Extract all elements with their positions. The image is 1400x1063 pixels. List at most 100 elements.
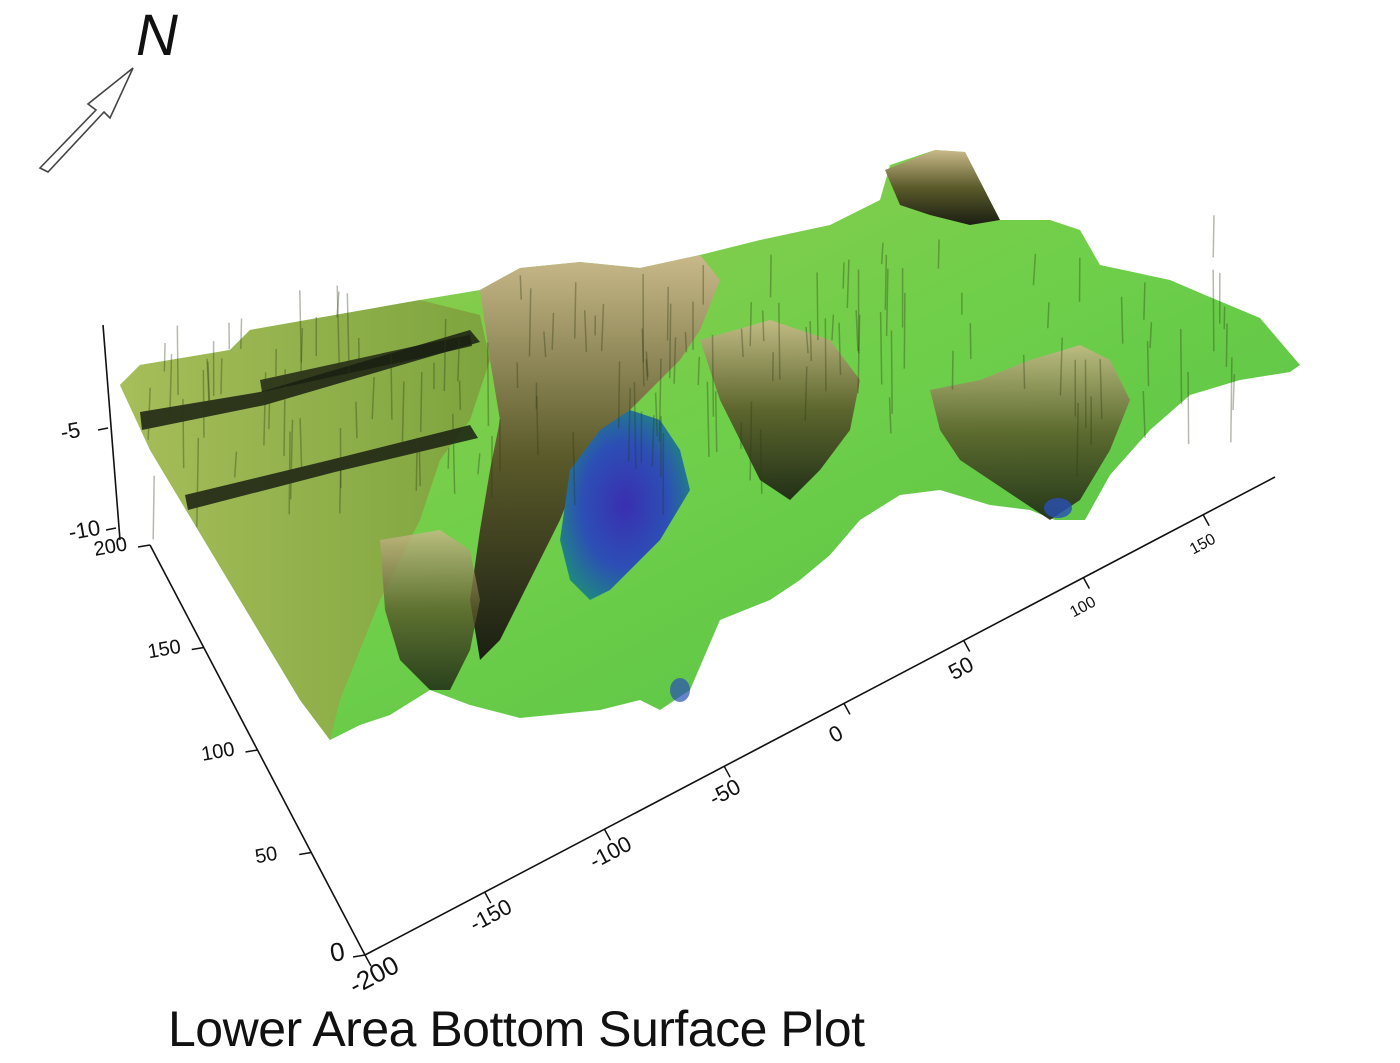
streak — [857, 314, 861, 394]
streak — [617, 361, 621, 429]
streak — [233, 451, 238, 478]
streak — [697, 356, 701, 386]
streak — [633, 381, 637, 470]
axis-ticks — [97, 427, 1210, 967]
streak — [519, 275, 522, 300]
streak — [1143, 282, 1146, 320]
streak — [1099, 359, 1103, 420]
streak — [846, 259, 850, 308]
x-tick — [364, 954, 372, 967]
streak — [651, 415, 655, 467]
streak — [641, 328, 645, 387]
streak — [583, 310, 588, 353]
streak — [778, 302, 781, 380]
streak — [740, 328, 744, 358]
streak — [885, 268, 889, 337]
streak — [1146, 341, 1150, 387]
x-tick — [843, 703, 851, 715]
x-tick-label: 0 — [825, 720, 848, 748]
x-tick — [484, 891, 492, 904]
north-label: N — [136, 3, 178, 68]
streak — [339, 462, 342, 514]
pit-pocket — [1044, 498, 1072, 518]
x-tick-label: -200 — [344, 949, 404, 1000]
streak — [299, 328, 304, 380]
z-tick — [97, 427, 109, 431]
streak — [457, 338, 460, 382]
figure-caption: Lower Area Bottom Surface Plot — [168, 1001, 865, 1057]
z-axis-line — [102, 324, 121, 541]
y-tick — [299, 851, 312, 856]
streak — [654, 392, 659, 437]
ridge-south — [380, 530, 480, 690]
y-tick — [137, 544, 151, 548]
streak — [1225, 323, 1228, 367]
streak — [831, 314, 835, 341]
streak — [769, 254, 772, 298]
streak — [645, 351, 649, 377]
streak — [163, 342, 166, 372]
y-tick-label: 0 — [328, 936, 347, 968]
streak — [645, 359, 649, 381]
streak — [838, 322, 842, 375]
x-tick-label: -100 — [585, 831, 636, 874]
streak — [299, 290, 302, 363]
surface-streaks — [147, 215, 1236, 540]
streak — [289, 419, 294, 500]
streak — [658, 358, 662, 442]
streak — [879, 311, 883, 385]
streak — [759, 429, 763, 494]
x-tick — [1202, 514, 1210, 527]
streak — [969, 322, 972, 360]
streak — [152, 475, 155, 540]
streak — [903, 292, 906, 369]
streak — [673, 337, 677, 384]
streak — [809, 321, 813, 362]
streak — [1179, 328, 1183, 405]
streak — [443, 318, 447, 391]
streak — [528, 288, 532, 357]
streak — [447, 448, 450, 469]
streak — [419, 372, 423, 433]
streak — [1232, 374, 1236, 411]
streak — [668, 303, 672, 379]
streak — [355, 401, 358, 439]
streak — [684, 331, 688, 353]
z-tick-label: -10 — [67, 515, 103, 545]
streak — [176, 325, 179, 396]
terrace-shadow — [185, 425, 478, 510]
y-tick-label: 100 — [200, 738, 237, 765]
streak — [842, 262, 845, 289]
streak — [888, 397, 892, 434]
streak — [761, 310, 765, 342]
streak — [1022, 354, 1026, 389]
streak — [749, 401, 753, 481]
ridge-east — [885, 150, 1000, 225]
streak — [543, 331, 547, 358]
streak — [1212, 215, 1215, 258]
streak — [804, 366, 808, 421]
streak — [1187, 371, 1190, 445]
streak — [336, 291, 340, 318]
streak — [1142, 391, 1146, 438]
streak — [573, 282, 577, 339]
streak — [714, 391, 718, 453]
bathymetry-surface — [120, 150, 1300, 740]
ridge-southeast — [930, 345, 1130, 520]
streak — [1047, 302, 1050, 329]
streak — [452, 413, 456, 494]
streak — [572, 432, 576, 505]
streak — [196, 437, 200, 528]
streak — [890, 330, 893, 414]
x-tick-label: 100 — [1067, 594, 1099, 622]
streak — [706, 381, 710, 458]
x-tick-label: 50 — [944, 651, 977, 685]
streak — [268, 379, 271, 430]
streak — [486, 342, 490, 426]
streak — [816, 272, 819, 341]
streak — [182, 398, 185, 469]
streak — [880, 242, 884, 265]
streak — [220, 358, 223, 395]
streak — [240, 318, 243, 349]
x-axis-line — [364, 476, 1276, 956]
